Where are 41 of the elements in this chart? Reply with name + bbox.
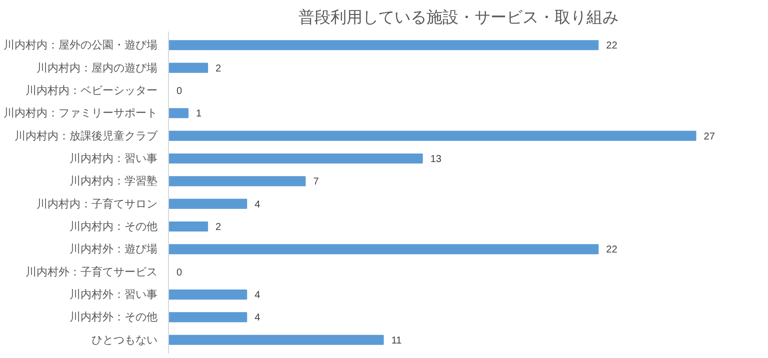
bar [168, 62, 208, 73]
bar [168, 153, 423, 164]
bar [168, 244, 599, 254]
y-tick-label: 川内村外：子育てサービス [26, 265, 158, 278]
data-label: 27 [704, 131, 716, 142]
data-label: 0 [176, 267, 182, 278]
data-label: 4 [254, 199, 261, 210]
y-tick-label: 川内村内：放課後児童クラブ [14, 129, 158, 142]
bar [168, 312, 248, 322]
bar [168, 221, 208, 232]
bar [168, 176, 306, 186]
bar [168, 334, 384, 345]
data-label: 1 [196, 108, 202, 120]
y-tick-label: 川内村内：子育てサロン [36, 197, 158, 210]
y-tick-label: 川内村外：遊び場 [70, 242, 158, 256]
data-label: 2 [216, 63, 222, 74]
data-label: 22 [606, 244, 618, 256]
data-label: 13 [430, 154, 442, 165]
data-label: 4 [254, 312, 261, 324]
data-label: 2 [216, 222, 222, 234]
bar [168, 198, 248, 209]
y-tick-label: 川内村外：習い事 [70, 288, 158, 302]
data-label: 11 [391, 335, 402, 346]
bar [168, 40, 599, 50]
data-label: 4 [254, 290, 261, 302]
y-tick-label: 川内村内：学習塾 [70, 174, 158, 188]
y-tick-label: 川内村内：その他 [70, 220, 158, 234]
data-label: 22 [606, 40, 618, 52]
y-tick-label: ひとつもない [92, 333, 158, 346]
y-tick-label: 川内村内：屋外の公園・遊び場 [4, 38, 158, 52]
bar [168, 108, 189, 118]
y-tick-label: 川内村内：習い事 [70, 152, 158, 165]
y-tick-label: 川内村内：ファミリーサポート [4, 106, 158, 120]
data-label: 7 [313, 176, 320, 188]
bar [168, 130, 696, 141]
bar [168, 290, 248, 300]
data-label: 0 [176, 86, 182, 97]
y-tick-label: 川内村内：屋内の遊び場 [36, 61, 158, 74]
y-tick-label: 川内村外：その他 [70, 310, 158, 324]
chart-title: 普段利用している施設・サービス・取り組み [298, 8, 618, 26]
y-tick-label: 川内村内：ベビーシッター [26, 84, 158, 97]
